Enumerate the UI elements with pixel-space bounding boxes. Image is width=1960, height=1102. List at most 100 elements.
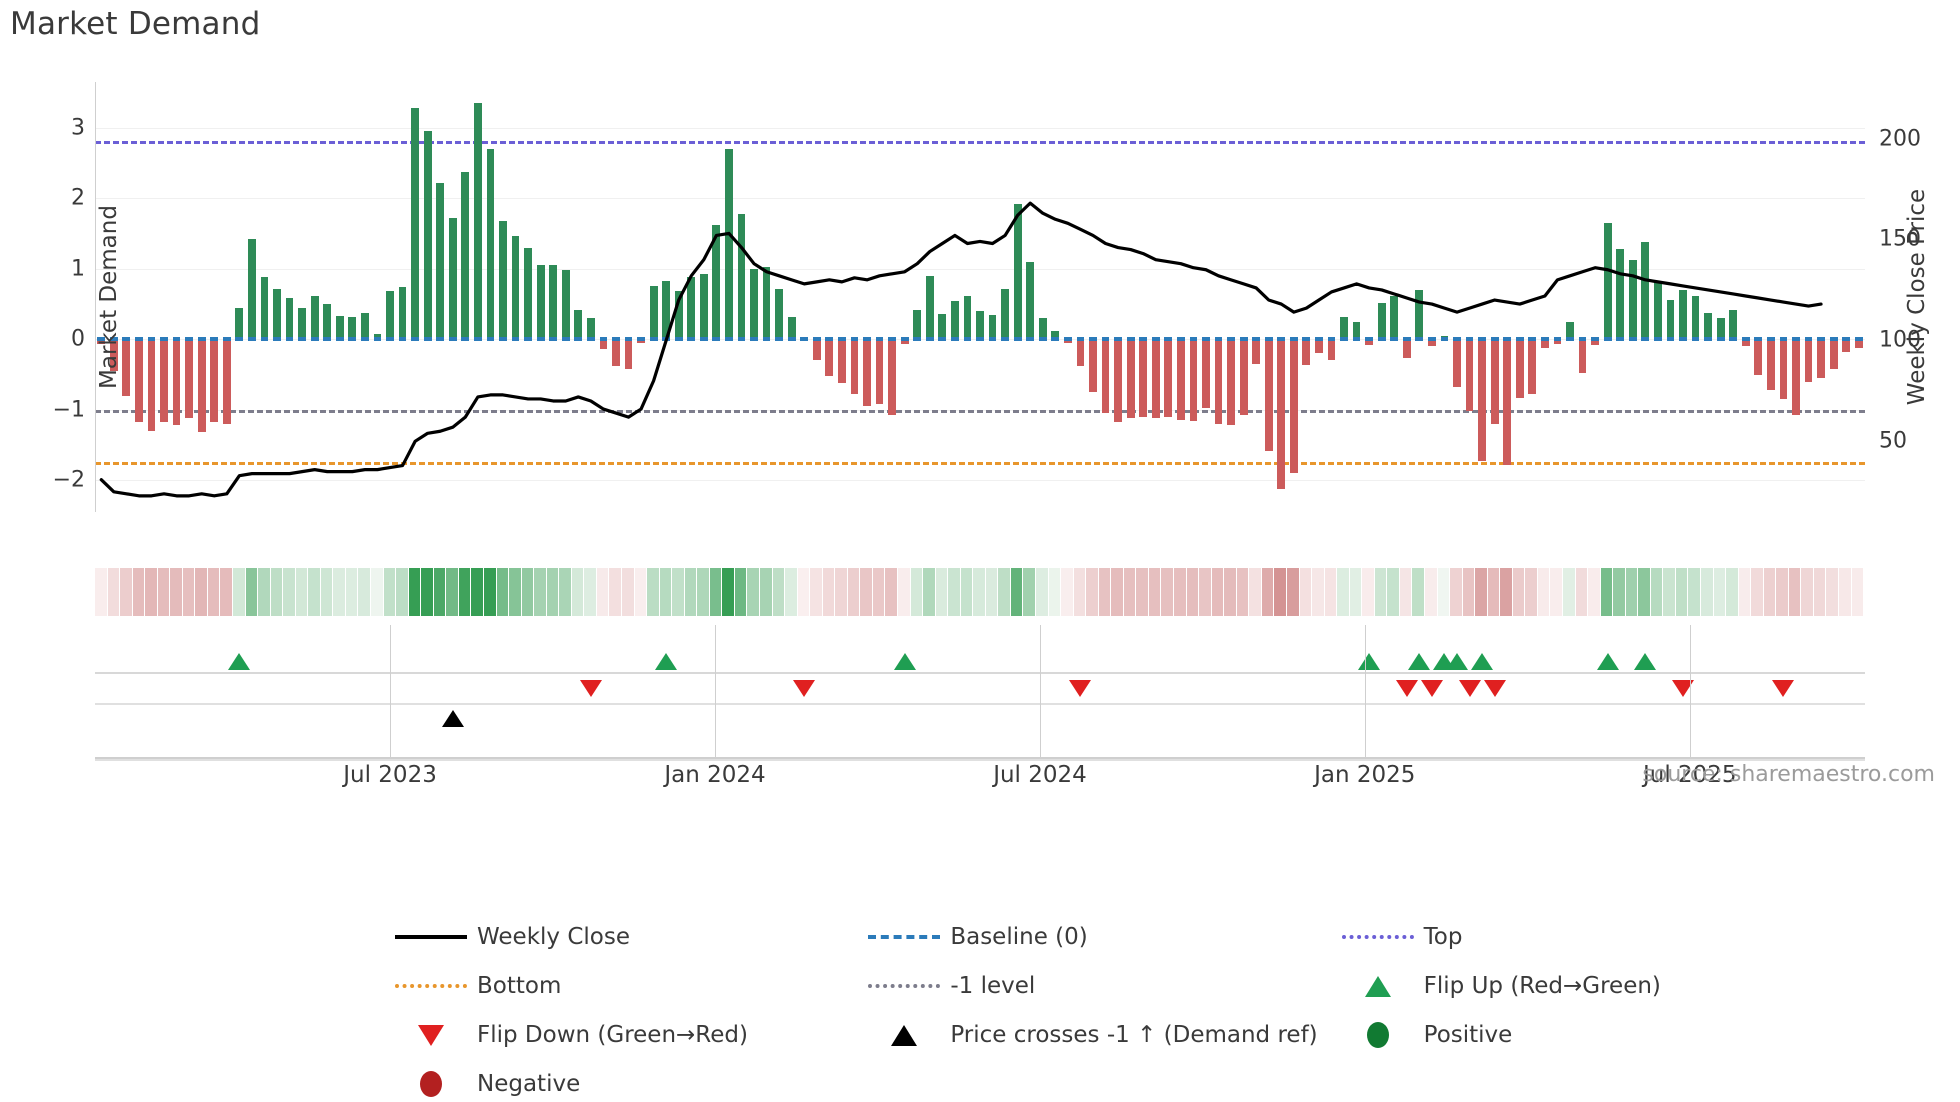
legend-item[interactable]: Top [1332, 920, 1805, 954]
flip-up-marker-icon [1471, 653, 1494, 670]
heatmap-cell [1073, 568, 1086, 616]
heatmap-cell [1023, 568, 1036, 616]
baseline-marker [1151, 337, 1160, 342]
demand-bar [524, 247, 532, 340]
demand-bar [1528, 339, 1537, 395]
demand-bar [549, 264, 558, 340]
x-tick-line [1040, 625, 1042, 759]
heatmap-cell [521, 568, 534, 616]
x-tick-label: Jul 2023 [343, 762, 437, 788]
legend-swatch-icon [420, 1071, 442, 1097]
demand-bar [1616, 249, 1625, 340]
legend-item[interactable]: Weekly Close [385, 920, 858, 954]
heatmap-cell [973, 568, 985, 616]
heatmap-cell [1098, 568, 1111, 616]
demand-bar [1101, 339, 1110, 414]
heatmap-cell [1575, 568, 1588, 616]
demand-bar [235, 307, 244, 340]
demand-bar [109, 339, 118, 371]
demand-bar [1716, 318, 1725, 340]
baseline-marker [1453, 337, 1461, 342]
baseline-marker [561, 337, 570, 342]
y-tick-left: 2 [71, 185, 85, 211]
legend-item[interactable]: -1 level [858, 969, 1331, 1003]
heatmap-cell [107, 568, 120, 616]
demand-bar [1603, 222, 1612, 340]
demand-bar [1126, 339, 1135, 419]
baseline-marker [1716, 337, 1725, 342]
demand-bar [662, 281, 671, 340]
demand-bar [624, 339, 633, 369]
legend-item[interactable]: Baseline (0) [858, 920, 1331, 954]
baseline-marker [473, 337, 482, 342]
heatmap-cell [458, 568, 471, 616]
baseline-marker [812, 337, 821, 342]
heatmap-cell [1650, 568, 1663, 616]
demand-bar [1829, 339, 1838, 369]
legend-swatch-icon [868, 935, 941, 939]
legend-item[interactable]: Bottom [385, 969, 858, 1003]
heatmap-cell [345, 568, 358, 616]
demand-bar [775, 288, 784, 340]
baseline-marker [762, 337, 771, 342]
heatmap-cell [1199, 568, 1211, 616]
heatmap-cell [207, 568, 220, 616]
demand-bar [335, 316, 344, 340]
demand-bar [1089, 339, 1097, 393]
y-tick-right: 150 [1879, 226, 1921, 252]
baseline-marker [1616, 337, 1625, 342]
legend-label: Bottom [477, 973, 562, 999]
heatmap-cell [1224, 568, 1236, 616]
baseline-marker [461, 337, 470, 342]
legend-item[interactable]: Price crosses -1 ↑ (Demand ref) [858, 1018, 1331, 1052]
flip-down-marker-icon [579, 680, 602, 697]
demand-bar [599, 339, 608, 350]
x-tick-line [1364, 625, 1367, 759]
weekly-close-line [99, 201, 1823, 498]
demand-bar [838, 339, 846, 383]
demand-bar [699, 274, 708, 340]
x-axis-spine [95, 757, 1865, 759]
heatmap-cell [1136, 568, 1148, 616]
heatmap-cell [1412, 568, 1424, 616]
baseline-marker [1189, 337, 1198, 342]
baseline-marker [1239, 337, 1248, 342]
legend-swatch-icon [395, 984, 467, 988]
demand-bar [875, 339, 884, 405]
heatmap-cell [433, 568, 446, 616]
baseline-marker [649, 337, 658, 342]
heatmap-cell [910, 568, 923, 616]
x-tick-line [390, 625, 392, 759]
baseline-marker [1591, 337, 1599, 342]
y-tick-left: 3 [71, 115, 85, 141]
heatmap-cell [1751, 568, 1763, 616]
demand-bar [825, 339, 834, 376]
legend-swatch-icon [1364, 975, 1391, 997]
heatmap-cell [722, 568, 734, 616]
legend-key [385, 1071, 477, 1097]
heatmap-cell [923, 568, 935, 616]
demand-bar [1415, 289, 1424, 340]
baseline-marker [248, 337, 256, 342]
baseline-marker [712, 337, 721, 342]
baseline-marker [298, 337, 307, 342]
baseline-marker [235, 337, 244, 342]
heatmap-cell [1424, 568, 1437, 616]
heatmap-cell [1701, 568, 1713, 616]
heatmap-cell [684, 568, 697, 616]
legend-item[interactable]: Flip Down (Green→Red) [385, 1018, 858, 1052]
demand-bar [1038, 318, 1047, 340]
reference-line-1-level [95, 409, 1865, 413]
heatmap-cell [1312, 568, 1324, 616]
baseline-marker [147, 337, 156, 342]
demand-bar [185, 339, 194, 419]
baseline-marker [825, 337, 834, 342]
legend-item[interactable]: Flip Up (Red→Green) [1332, 969, 1805, 1003]
flip-down-marker-icon [1671, 680, 1694, 697]
legend-key [858, 935, 950, 939]
heatmap-cell [1236, 568, 1249, 616]
legend-item[interactable]: Positive [1332, 1018, 1805, 1052]
baseline-marker [1365, 337, 1374, 342]
baseline-marker [1553, 337, 1562, 342]
legend-item[interactable]: Negative [385, 1067, 858, 1101]
